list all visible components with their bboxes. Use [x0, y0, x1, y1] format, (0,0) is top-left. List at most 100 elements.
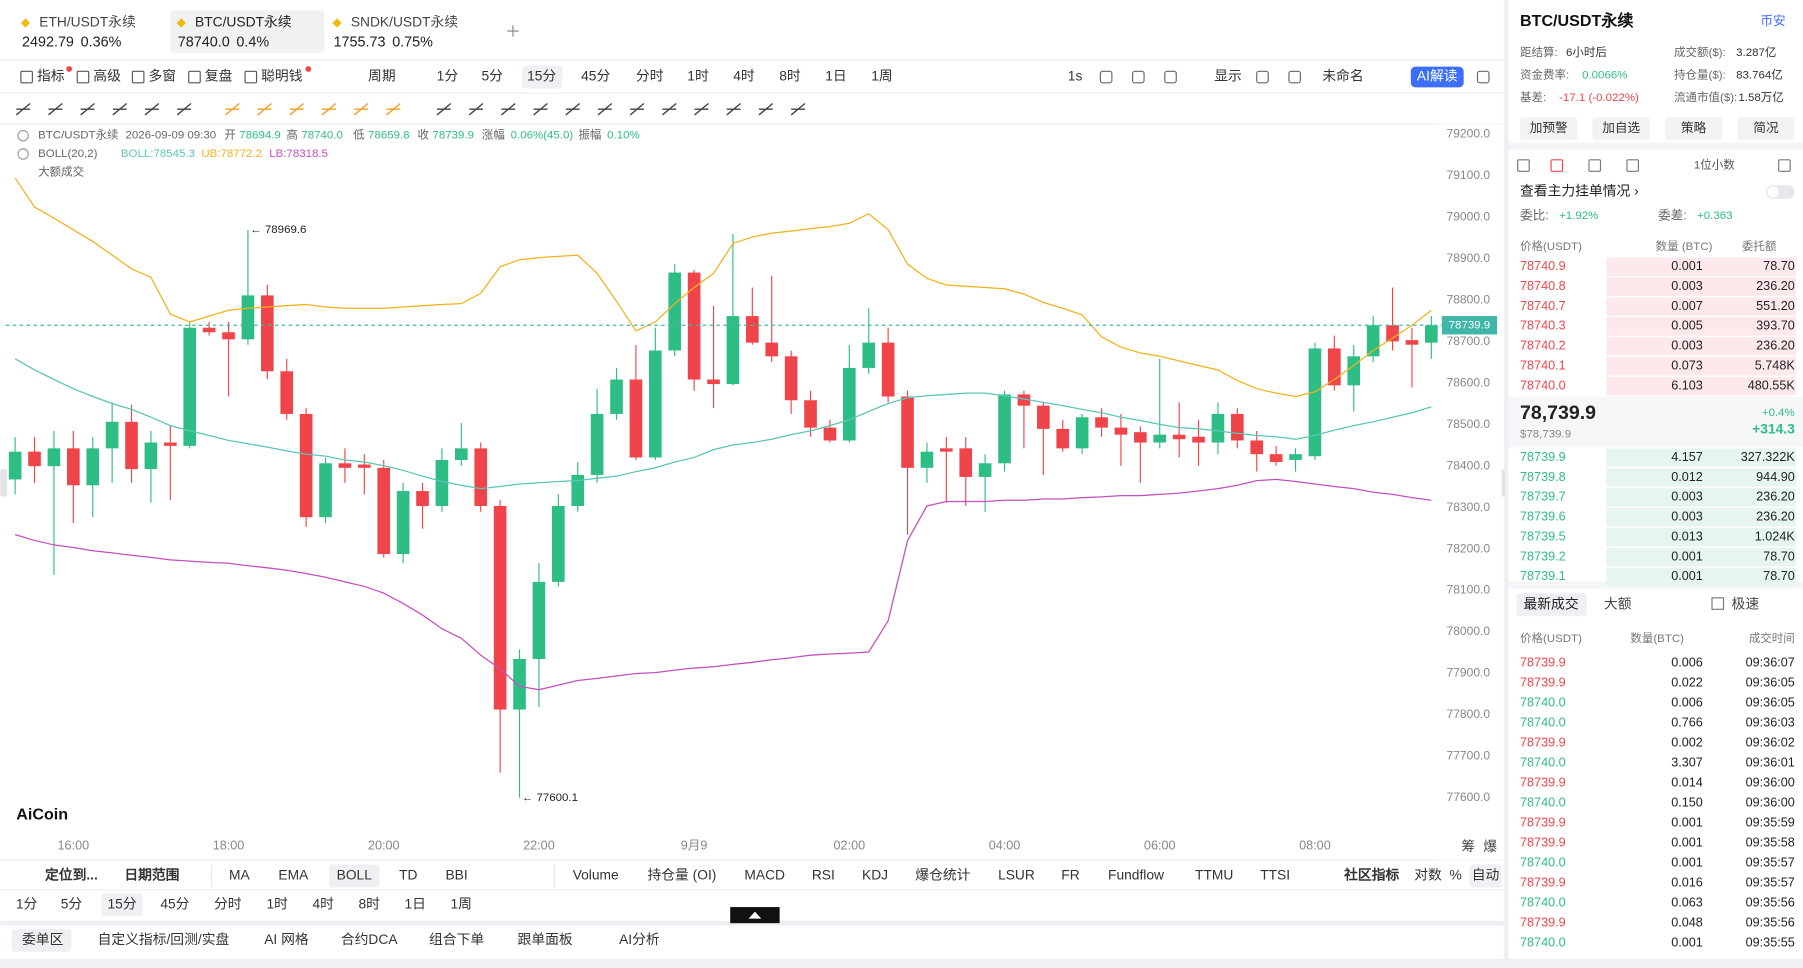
toolbar-item[interactable]: 未命名 [1322, 68, 1363, 84]
toolbar-item[interactable]: 1周 [871, 69, 892, 84]
toolbar-item[interactable]: 复盘 [205, 68, 233, 84]
indicator-tab[interactable]: RSI [812, 868, 835, 883]
bottom-tab[interactable]: AI分析 [619, 932, 660, 947]
panel-button[interactable] [1664, 117, 1723, 141]
indicator-tab[interactable]: 定位到... [45, 867, 98, 883]
draw-tool-icon[interactable] [257, 102, 272, 116]
period-tab[interactable]: 45分 [160, 896, 189, 911]
indicator-tab[interactable]: TD [399, 868, 417, 883]
draw-tool-icon[interactable] [80, 102, 95, 116]
trade-tab-bg[interactable] [1516, 593, 1587, 617]
period-tab[interactable]: 分时 [214, 896, 242, 911]
period-tab[interactable]: 1时 [267, 896, 289, 911]
indicator-tab[interactable]: 社区指标 [1343, 867, 1399, 883]
draw-tool-icon[interactable] [144, 102, 160, 116]
draw-tool-icon[interactable] [694, 102, 709, 116]
draw-tool-icon[interactable] [468, 102, 484, 116]
toolbar-item[interactable]: 8时 [779, 69, 801, 84]
indicator-tab[interactable]: 日期范围 [124, 867, 179, 883]
toolbar-item[interactable]: 1日 [825, 69, 846, 84]
toolbar-item[interactable]: 5分 [482, 69, 504, 84]
toolbar-item[interactable]: 多窗 [148, 68, 176, 84]
scroll-handle[interactable] [0, 469, 8, 497]
draw-tool-icon[interactable] [629, 102, 645, 116]
indicator-tab[interactable]: BOLL [337, 868, 373, 883]
bottom-tab[interactable]: 组合下单 [429, 932, 484, 947]
panel-icon[interactable] [1550, 159, 1564, 172]
period-tab[interactable]: 1周 [450, 896, 471, 911]
draw-tool-icon[interactable] [436, 102, 452, 116]
draw-tool-icon[interactable] [758, 102, 774, 116]
period-tab[interactable]: 8时 [358, 896, 380, 911]
indicator-tab[interactable]: KDJ [862, 868, 888, 883]
decimal-select[interactable]: 1位小数 [1694, 158, 1735, 172]
exchange-link[interactable]: 币安 [1760, 14, 1785, 28]
toolbar-item[interactable]: 15分 [527, 69, 556, 84]
draw-tool-icon[interactable] [661, 102, 677, 116]
tool-icon[interactable] [1256, 70, 1269, 84]
draw-tool-icon[interactable] [386, 102, 401, 116]
tool-icon[interactable] [1099, 70, 1113, 84]
draw-tool-icon[interactable] [533, 102, 548, 116]
toolbar-item[interactable]: 周期 [368, 69, 396, 84]
bottom-tab[interactable]: AI 网格 [264, 932, 309, 947]
indicator-tab[interactable]: 自动 [1472, 868, 1500, 883]
tool-icon[interactable] [1164, 70, 1177, 84]
draw-tool-icon[interactable] [790, 102, 806, 116]
tab-name[interactable]: BTC/USDT永续 [195, 15, 292, 30]
axis-button[interactable]: 爆 [1483, 839, 1497, 854]
indicator-tab[interactable]: MA [229, 868, 250, 883]
panel-button-label[interactable]: 简况 [1753, 121, 1779, 135]
indicator-tab[interactable]: MACD [744, 868, 785, 883]
period-tab[interactable]: 1日 [404, 896, 425, 911]
bottom-tab[interactable]: 自定义指标/回测/实盘 [98, 931, 230, 947]
indicator-tab[interactable]: TTSI [1260, 868, 1290, 883]
toolbar-item[interactable]: 1分 [437, 69, 459, 84]
ai-button-bg[interactable] [1410, 66, 1464, 88]
indicator-tab[interactable]: Volume [573, 868, 619, 883]
indicator-tab[interactable]: 对数 [1414, 868, 1442, 883]
indicator-tab[interactable]: 持仓量 (OI) [647, 868, 716, 883]
tool-icon[interactable] [1288, 70, 1302, 84]
trade-tab[interactable]: 大额 [1604, 596, 1632, 611]
toolbar-item[interactable]: 高级 [93, 68, 121, 84]
toolbar-item[interactable]: 分时 [636, 69, 664, 84]
bottom-tab[interactable]: 委单区 [22, 932, 64, 947]
draw-tool-icon[interactable] [15, 102, 31, 116]
indicator-tab[interactable]: LSUR [998, 868, 1035, 883]
draw-tool-icon[interactable] [726, 102, 741, 116]
main-orders-link[interactable]: 查看主力挂单情况 › [1520, 184, 1639, 199]
fast-toggle[interactable]: 极速 [1732, 596, 1760, 611]
draw-tool-icon[interactable] [321, 102, 337, 116]
tab-name[interactable]: ETH/USDT永续 [39, 15, 136, 30]
toolbar-item[interactable]: 显示 [1214, 69, 1242, 84]
trade-tab[interactable]: 最新成交 [1523, 595, 1578, 611]
checkbox[interactable] [1711, 597, 1725, 610]
draw-tool-icon[interactable] [176, 102, 192, 116]
toolbar-item[interactable]: 聪明钱 [261, 69, 303, 84]
indicator-tab[interactable]: Fundflow [1108, 868, 1164, 883]
panel-button[interactable] [1520, 117, 1578, 141]
axis-button[interactable]: 筹 [1461, 838, 1475, 854]
period-tab[interactable]: 4时 [313, 896, 335, 911]
panel-icon[interactable] [1626, 159, 1639, 172]
indicator-tab[interactable]: % [1449, 868, 1461, 883]
period-tab[interactable]: 15分 [107, 896, 136, 911]
draw-tool-icon[interactable] [225, 102, 240, 116]
draw-tool-icon[interactable] [289, 102, 305, 116]
panel-button-label[interactable]: 加预警 [1530, 120, 1568, 135]
toolbar-item[interactable]: 指标 [37, 69, 65, 84]
period-tab[interactable]: 1分 [16, 896, 38, 911]
draw-tool-icon[interactable] [353, 102, 369, 116]
tab-name[interactable]: SNDK/USDT永续 [351, 15, 458, 30]
panel-button-label[interactable]: 策略 [1681, 120, 1707, 135]
draw-tool-icon[interactable] [500, 102, 516, 116]
panel-button-label[interactable]: 加自选 [1602, 121, 1640, 135]
draw-tool-icon[interactable] [48, 102, 63, 116]
period-tab[interactable]: 5分 [61, 896, 83, 911]
toolbar-item[interactable]: 1时 [687, 69, 709, 84]
bottom-tab[interactable]: 合约DCA [341, 932, 398, 947]
tool-icon[interactable] [1132, 70, 1145, 84]
draw-tool-icon[interactable] [565, 102, 581, 116]
draw-tool-icon[interactable] [112, 102, 128, 116]
